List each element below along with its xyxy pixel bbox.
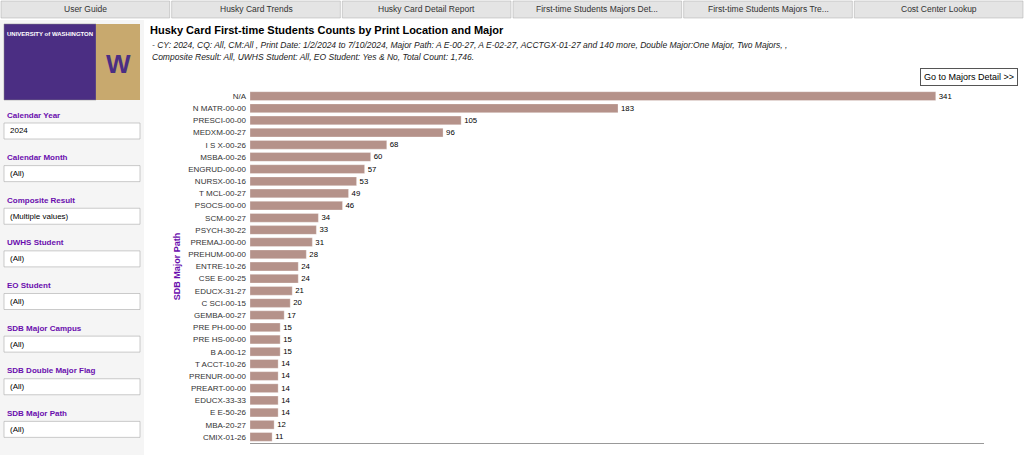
svg-text:20: 20	[293, 298, 302, 307]
svg-text:T ACCT-10-26: T ACCT-10-26	[195, 360, 247, 369]
svg-text:First-time Students Majors Det: First-time Students Majors Det...	[536, 4, 658, 14]
svg-text:- CY: 2024, CQ: All, CM:All ,: - CY: 2024, CQ: All, CM:All , Print Date…	[152, 40, 787, 50]
svg-text:UWHS Student: UWHS Student	[7, 238, 64, 247]
svg-text:PRE PH-00-00: PRE PH-00-00	[193, 323, 246, 332]
svg-text:Composite Result: Composite Result	[7, 196, 75, 205]
svg-text:15: 15	[283, 335, 292, 344]
svg-text:Composite Result: All, UWHS St: Composite Result: All, UWHS Student: All…	[152, 52, 474, 62]
svg-text:(All): (All)	[10, 169, 25, 178]
svg-text:21: 21	[295, 286, 304, 295]
svg-text:(All): (All)	[10, 382, 25, 391]
svg-text:ENTRE-10-26: ENTRE-10-26	[196, 262, 247, 271]
svg-text:UNIVERSITY of WASHINGTON: UNIVERSITY of WASHINGTON	[7, 31, 93, 37]
svg-text:96: 96	[446, 128, 455, 137]
svg-text:C SCI-00-15: C SCI-00-15	[202, 299, 247, 308]
svg-text:11: 11	[275, 432, 283, 441]
svg-text:15: 15	[283, 323, 292, 332]
svg-text:31: 31	[315, 238, 324, 247]
svg-text:PSYCH-30-22: PSYCH-30-22	[195, 226, 246, 235]
svg-text:First-time Students Majors Tre: First-time Students Majors Tre...	[708, 4, 829, 14]
svg-text:57: 57	[368, 165, 377, 174]
svg-text:EO Student: EO Student	[7, 281, 51, 290]
svg-text:(Multiple values): (Multiple values)	[10, 212, 69, 221]
svg-text:Calendar Year: Calendar Year	[7, 111, 60, 120]
svg-text:(All): (All)	[10, 297, 25, 306]
svg-text:CSE E-00-25: CSE E-00-25	[199, 274, 247, 283]
svg-text:User Guide: User Guide	[64, 4, 107, 14]
svg-text:(All): (All)	[10, 254, 25, 263]
svg-text:14: 14	[281, 359, 290, 368]
svg-text:CMIX-01-26: CMIX-01-26	[203, 433, 247, 442]
svg-text:Cost Center Lookup: Cost Center Lookup	[901, 4, 977, 14]
svg-text:PSOCS-00-00: PSOCS-00-00	[195, 201, 247, 210]
svg-text:14: 14	[281, 408, 290, 417]
svg-text:NURSX-00-16: NURSX-00-16	[195, 177, 247, 186]
svg-text:(All): (All)	[10, 340, 25, 349]
svg-text:Husky Card First-time Students: Husky Card First-time Students Counts by…	[150, 24, 504, 36]
svg-text:MSBA-00-26: MSBA-00-26	[200, 153, 246, 162]
svg-text:33: 33	[319, 225, 328, 234]
svg-text:PRENUR-00-00: PRENUR-00-00	[189, 372, 246, 381]
svg-text:MBA-20-27: MBA-20-27	[206, 421, 247, 430]
svg-text:Husky Card Trends: Husky Card Trends	[220, 4, 293, 14]
svg-text:ENGRUD-00-00: ENGRUD-00-00	[188, 165, 246, 174]
svg-text:W: W	[106, 49, 131, 79]
svg-text:PREART-00-00: PREART-00-00	[191, 384, 247, 393]
svg-text:14: 14	[281, 371, 290, 380]
svg-text:SDB Major Path: SDB Major Path	[7, 409, 67, 418]
svg-text:15: 15	[283, 347, 292, 356]
svg-text:14: 14	[281, 396, 290, 405]
svg-text:17: 17	[287, 311, 296, 320]
svg-text:E E-50-26: E E-50-26	[210, 408, 247, 417]
svg-text:2024: 2024	[10, 126, 28, 135]
svg-text:MEDXM-00-27: MEDXM-00-27	[193, 128, 246, 137]
svg-text:B A-00-12: B A-00-12	[210, 348, 246, 357]
svg-text:183: 183	[621, 104, 634, 113]
svg-text:68: 68	[390, 140, 399, 149]
svg-text:T MCL-00-27: T MCL-00-27	[199, 189, 247, 198]
svg-text:Calendar Month: Calendar Month	[7, 153, 68, 162]
svg-text:Go to Majors Detail >>: Go to Majors Detail >>	[924, 72, 1014, 82]
svg-text:EDUCX-33-33: EDUCX-33-33	[195, 396, 247, 405]
svg-text:I S X-00-26: I S X-00-26	[206, 141, 247, 150]
svg-text:24: 24	[301, 262, 310, 271]
svg-text:SDB Major Campus: SDB Major Campus	[7, 324, 82, 333]
svg-text:SDB Major Path: SDB Major Path	[172, 233, 182, 301]
svg-text:49: 49	[352, 189, 361, 198]
svg-text:GEMBA-00-27: GEMBA-00-27	[194, 311, 247, 320]
svg-text:SCM-00-27: SCM-00-27	[205, 214, 246, 223]
svg-text:24: 24	[301, 274, 310, 283]
svg-text:SDB Double Major Flag: SDB Double Major Flag	[7, 366, 96, 375]
svg-text:14: 14	[281, 384, 290, 393]
svg-text:PREHUM-00-00: PREHUM-00-00	[188, 250, 246, 259]
svg-text:105: 105	[464, 116, 477, 125]
svg-text:341: 341	[939, 92, 952, 101]
svg-text:Husky Card Detail Report: Husky Card Detail Report	[378, 4, 475, 14]
svg-text:N MATR-00-00: N MATR-00-00	[193, 104, 247, 113]
svg-text:(All): (All)	[10, 425, 25, 434]
svg-text:28: 28	[309, 250, 318, 259]
svg-text:34: 34	[321, 213, 330, 222]
svg-text:12: 12	[277, 420, 286, 429]
svg-text:PREMAJ-00-00: PREMAJ-00-00	[190, 238, 246, 247]
svg-text:PRESCI-00-00: PRESCI-00-00	[193, 116, 246, 125]
svg-text:46: 46	[346, 201, 355, 210]
svg-text:N/A: N/A	[233, 92, 247, 101]
svg-text:PRE HS-00-00: PRE HS-00-00	[193, 335, 246, 344]
svg-text:60: 60	[374, 152, 383, 161]
svg-text:53: 53	[360, 177, 369, 186]
svg-text:EDUCX-31-27: EDUCX-31-27	[195, 287, 247, 296]
